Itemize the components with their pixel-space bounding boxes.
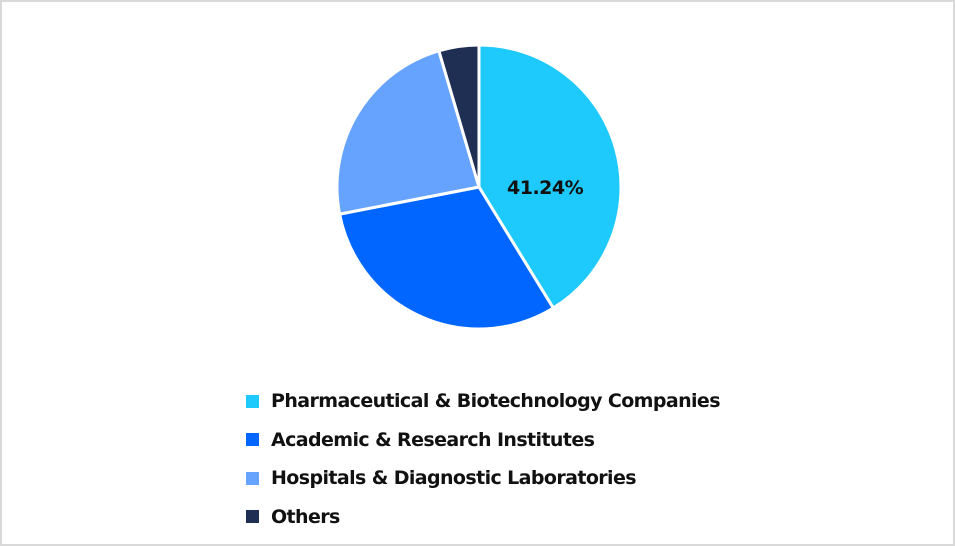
legend-swatch-others [246, 510, 259, 524]
legend-item-others[interactable]: Others [246, 498, 720, 537]
legend-item-pharma[interactable]: Pharmaceutical & Biotechnology Companies [246, 382, 721, 421]
legend-label: Academic & Research Institutes [271, 428, 595, 451]
pie-slice-others[interactable] [437, 43, 481, 189]
legend-swatch-hospitals [246, 471, 259, 485]
legend-label: Hospitals & Diagnostic Laboratories [271, 467, 637, 490]
legend-label: Others [271, 505, 340, 528]
legend-label: Pharmaceutical & Biotechnology Companies [271, 390, 721, 413]
legend-swatch-pharma [246, 394, 259, 408]
pie-chart-svg [335, 43, 623, 331]
pie-slice-academic[interactable] [338, 185, 555, 331]
legend-item-hospitals[interactable]: Hospitals & Diagnostic Laboratories [246, 459, 720, 498]
legend-item-academic[interactable]: Academic & Research Institutes [246, 421, 720, 460]
legend-swatch-academic [246, 433, 259, 447]
pie-slice-hospitals[interactable] [335, 49, 481, 216]
slice-label-pharma: 41.24% [507, 177, 584, 199]
legend: Pharmaceutical & Biotechnology Companies… [246, 382, 721, 537]
pie-chart: 41.24% [2, 2, 955, 342]
